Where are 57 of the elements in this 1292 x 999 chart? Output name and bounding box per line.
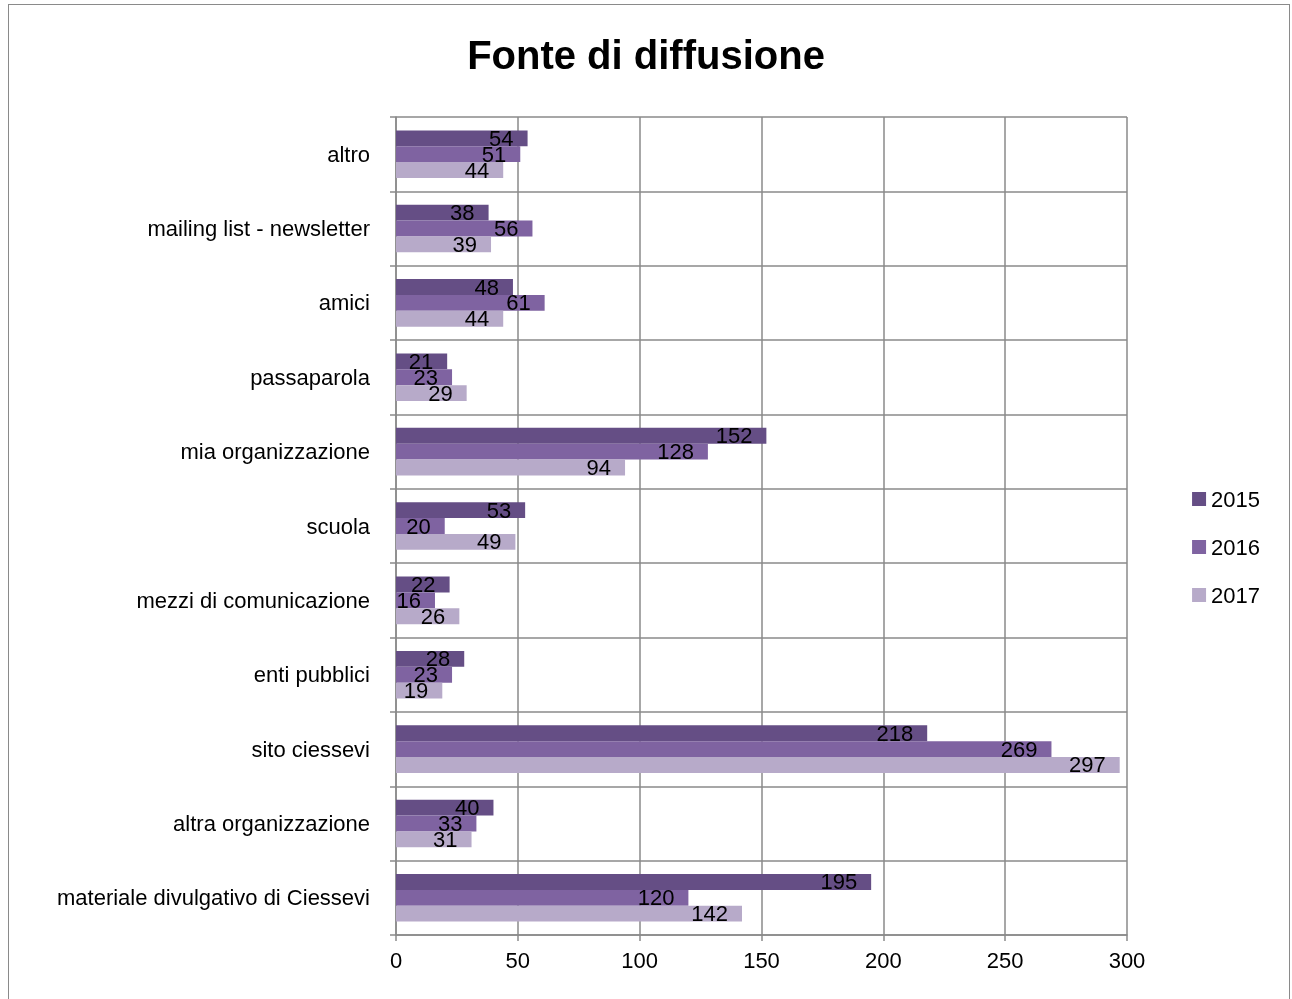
y-tick-label: scuola bbox=[306, 513, 371, 539]
chart-title: Fonte di diffusione bbox=[467, 33, 825, 77]
bar bbox=[396, 725, 928, 742]
x-tick-label: 0 bbox=[389, 947, 403, 973]
data-label: 48 bbox=[474, 274, 499, 300]
y-tick-label: altro bbox=[327, 141, 370, 167]
data-label: 49 bbox=[476, 529, 502, 555]
data-label: 39 bbox=[452, 231, 478, 257]
data-label: 218 bbox=[876, 720, 914, 746]
y-tick-label: mia organizzazione bbox=[180, 439, 370, 465]
data-label: 38 bbox=[450, 200, 475, 226]
bar bbox=[396, 146, 521, 163]
y-tick-label: amici bbox=[318, 290, 370, 316]
legend-label: 2016 bbox=[1211, 534, 1261, 560]
data-label: 195 bbox=[820, 869, 858, 895]
bar bbox=[396, 310, 504, 327]
data-label: 20 bbox=[406, 513, 431, 539]
data-label: 56 bbox=[493, 216, 519, 242]
x-tick-label: 250 bbox=[986, 947, 1024, 973]
x-tick-label: 50 bbox=[505, 947, 531, 973]
legend-label: 2015 bbox=[1211, 486, 1261, 512]
data-label: 152 bbox=[715, 423, 753, 449]
bar bbox=[396, 130, 528, 147]
y-tick-label: passaparola bbox=[250, 364, 371, 390]
data-label: 44 bbox=[464, 306, 490, 332]
bar bbox=[396, 889, 689, 906]
bar bbox=[396, 874, 872, 890]
bar bbox=[396, 443, 708, 460]
y-tick-label: materiale divulgativo di Ciessevi bbox=[56, 885, 370, 911]
data-label: 26 bbox=[420, 603, 446, 629]
data-label: 128 bbox=[657, 439, 694, 465]
data-label: 94 bbox=[586, 455, 612, 480]
y-tick-label: mailing list - newsletter bbox=[147, 216, 370, 242]
bar bbox=[396, 502, 526, 519]
bar bbox=[396, 427, 767, 444]
data-label: 142 bbox=[691, 901, 729, 927]
data-label: 297 bbox=[1068, 752, 1106, 778]
data-label: 61 bbox=[506, 290, 531, 316]
y-tick-label: altra organizzazione bbox=[173, 810, 370, 836]
legend-label: 2017 bbox=[1211, 582, 1261, 608]
bar bbox=[396, 294, 545, 311]
bar bbox=[396, 279, 513, 295]
bar bbox=[396, 533, 516, 550]
x-tick-label: 300 bbox=[1108, 947, 1146, 973]
x-tick-label: 200 bbox=[864, 947, 902, 973]
bar bbox=[396, 162, 504, 178]
bar bbox=[396, 741, 1052, 758]
bar bbox=[396, 905, 743, 922]
x-tick-label: 150 bbox=[743, 947, 780, 973]
bar bbox=[396, 757, 1120, 773]
x-tick-label: 100 bbox=[621, 947, 659, 973]
y-tick-label: mezzi di comunicazione bbox=[136, 587, 370, 613]
y-tick-label: enti pubblici bbox=[253, 662, 370, 688]
data-label: 269 bbox=[1000, 736, 1038, 762]
data-label: 53 bbox=[486, 497, 512, 523]
y-tick-label: sito ciessevi bbox=[251, 736, 370, 762]
data-label: 120 bbox=[637, 885, 675, 911]
